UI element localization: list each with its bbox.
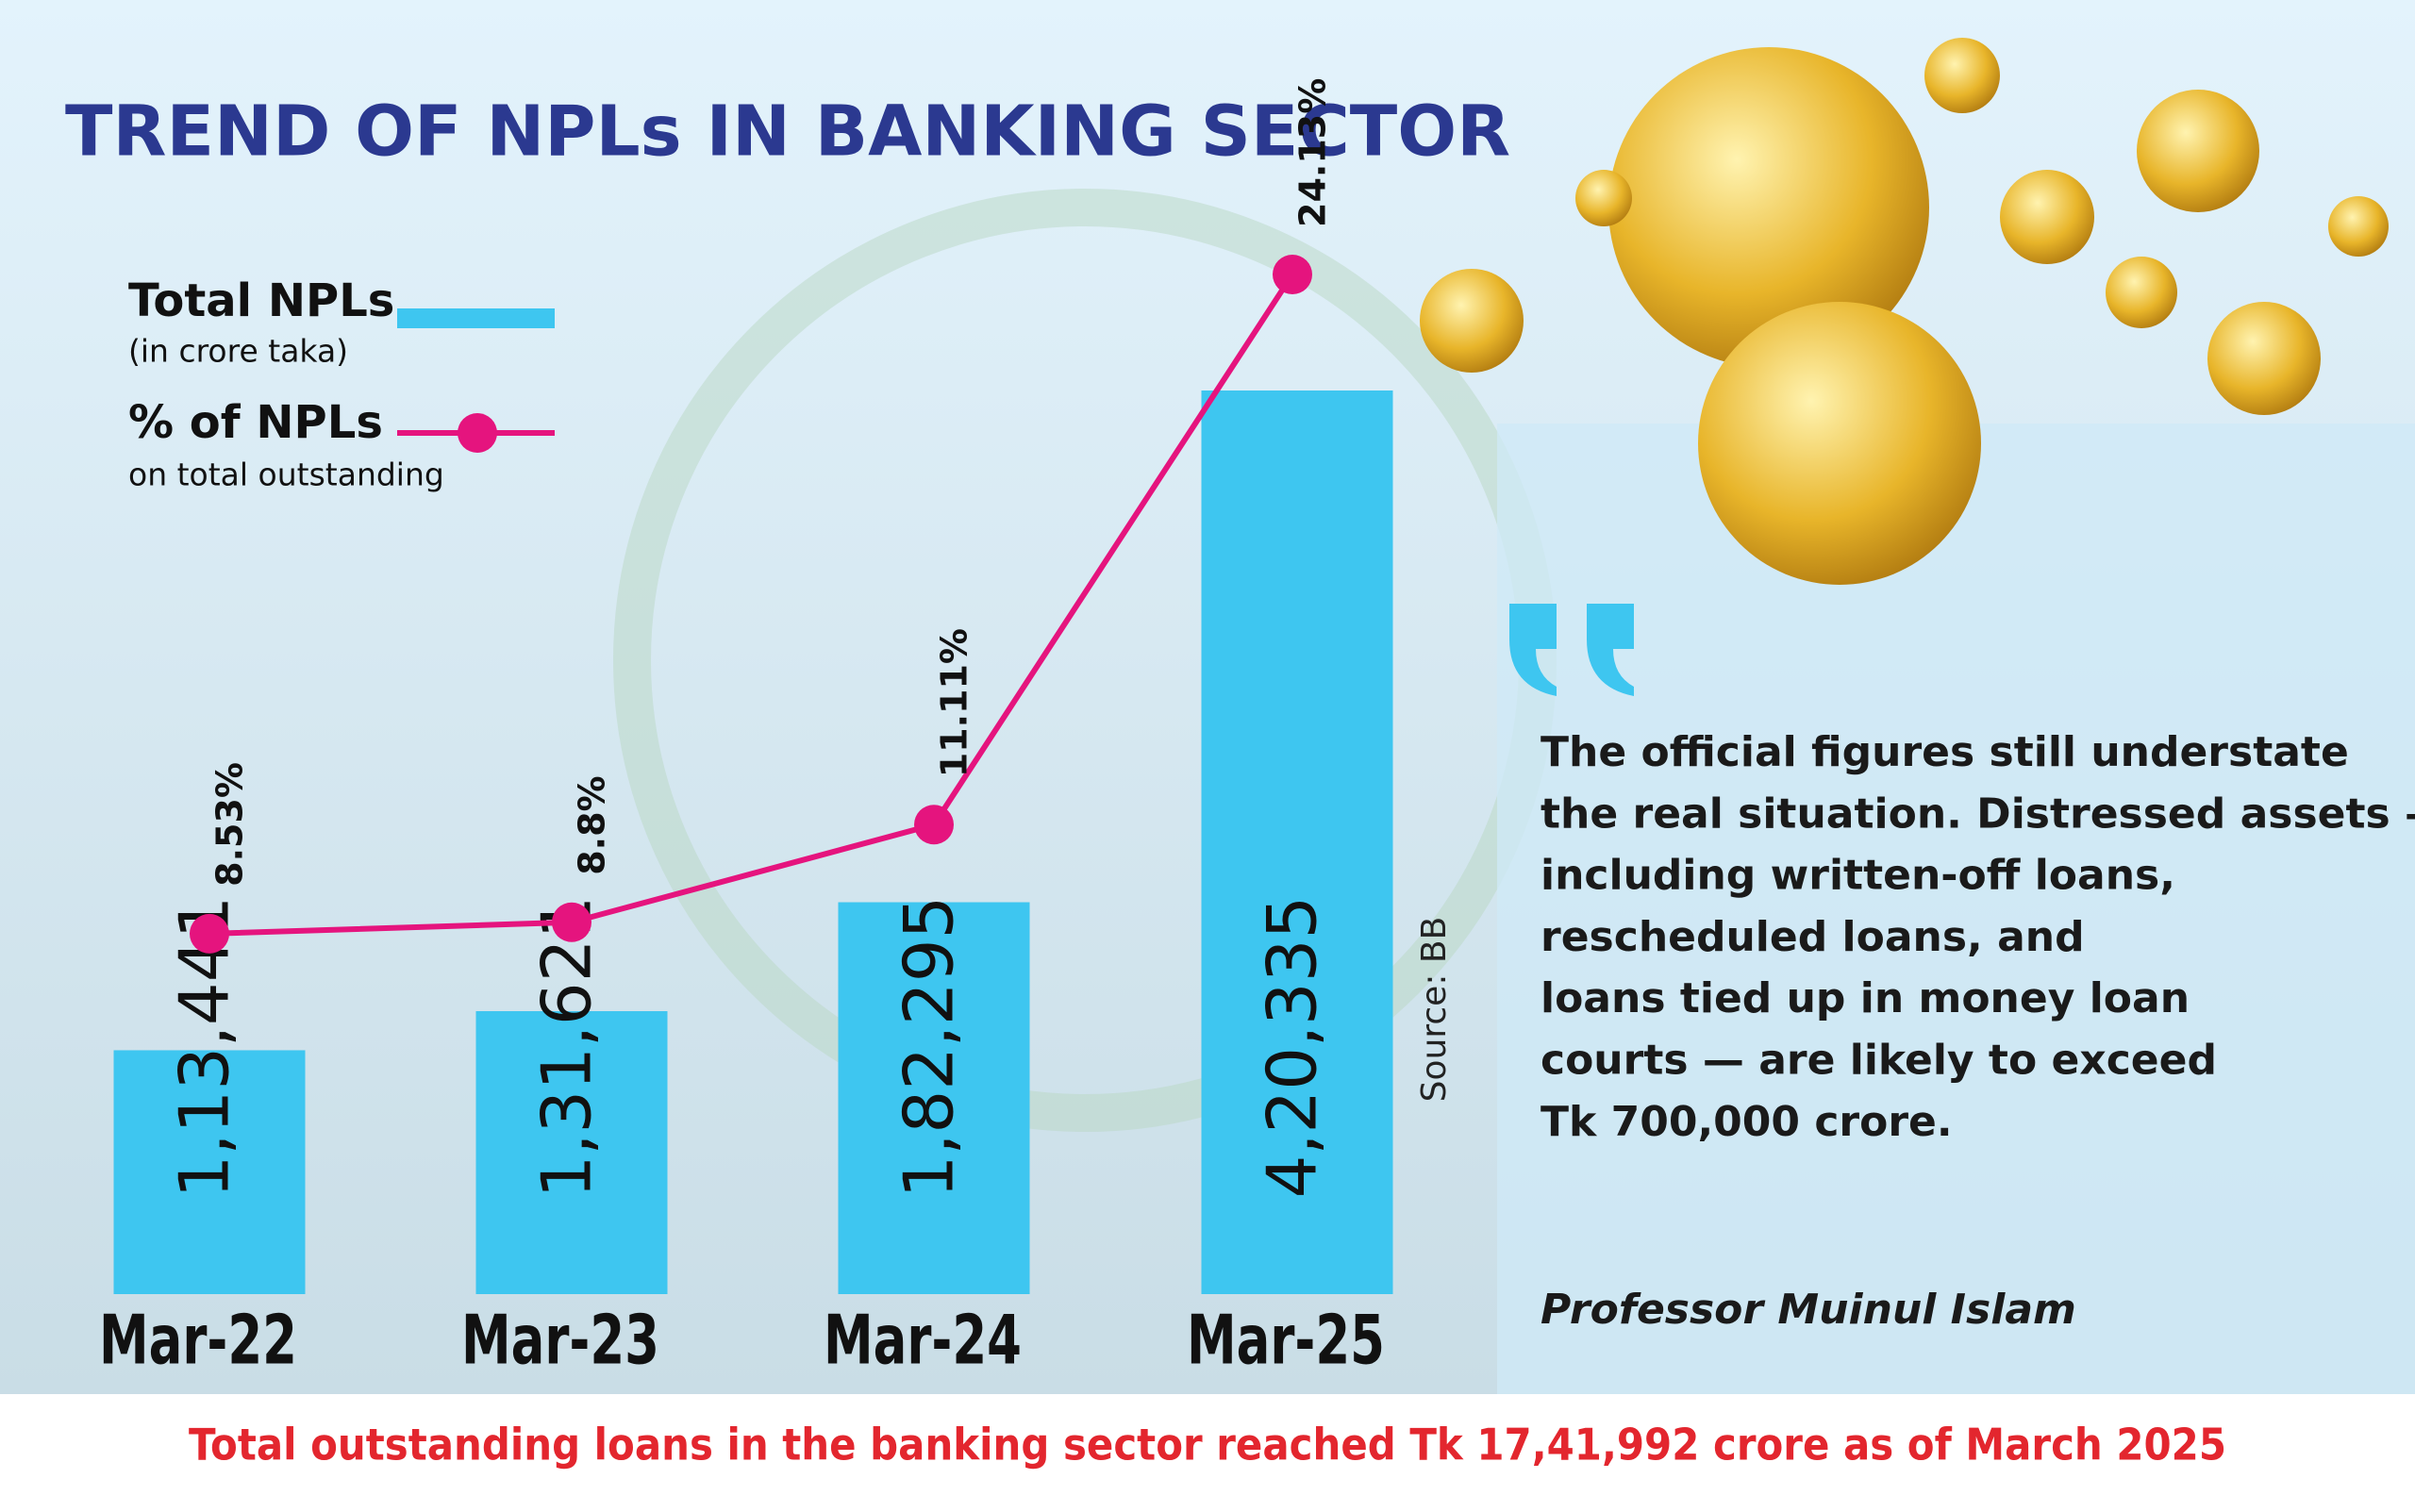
bar (1201, 390, 1393, 1294)
point-value-label: 8.53% (209, 762, 251, 887)
legend-sublabel: (in crore taka) (128, 333, 348, 370)
bar-value-label: 1,31,621 (527, 896, 607, 1199)
quote-line: Tk 700,000 crore. (1541, 1098, 1953, 1146)
line (208, 273, 1295, 937)
quote-panel (1497, 424, 2415, 1394)
line-point (552, 902, 591, 942)
quote-line: courts — are likely to exceed (1541, 1037, 2217, 1085)
legend-label: Total NPLs (128, 274, 394, 327)
quote-mark (1509, 604, 1634, 696)
x-tick-label: Mar-25 (1187, 1301, 1385, 1380)
quote-line: the real situation. Distressed assets — (1541, 789, 2415, 838)
quote-line: including written-off loans, (1541, 852, 2175, 900)
line-point (1273, 255, 1312, 294)
bar (838, 902, 1030, 1294)
footer-band (0, 1394, 2415, 1512)
x-tick-label: Mar-22 (99, 1301, 297, 1380)
point-value-label: 24.13% (1292, 78, 1334, 227)
bar (113, 1050, 306, 1294)
quote-line: The official figures still understate (1541, 728, 2349, 776)
footnote: Total outstanding loans in the banking s… (189, 1420, 2226, 1470)
legend-sublabel: on total outstanding (128, 457, 444, 493)
bar (475, 1011, 668, 1294)
legend-swatch (397, 308, 555, 328)
point-value-label: 8.8% (572, 775, 613, 874)
quote-line: rescheduled loans, and (1541, 913, 2085, 961)
line-point (190, 913, 229, 954)
coins (1420, 38, 2389, 585)
line-point (914, 805, 954, 845)
quote-author: Professor Muinul Islam (1541, 1286, 2076, 1334)
legend-label: % of NPLs (128, 396, 383, 449)
bar-value-label: 1,82,295 (890, 896, 969, 1199)
legend-swatch (458, 413, 497, 453)
x-tick-label: Mar-23 (461, 1301, 659, 1380)
quote-line: loans tied up in money loan (1541, 974, 2190, 1022)
x-tick-label: Mar-24 (824, 1301, 1022, 1380)
chart-title: TREND OF NPLs IN BANKING SECTOR (65, 91, 1510, 173)
point-value-label: 11.11% (934, 628, 975, 777)
source: Source: BB (1415, 917, 1454, 1103)
bar-value-label: 4,20,335 (1253, 896, 1332, 1199)
